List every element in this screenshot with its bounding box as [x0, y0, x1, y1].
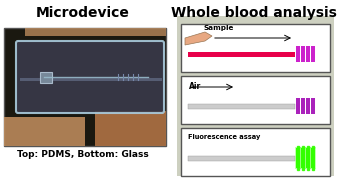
Bar [311, 46, 315, 62]
Bar [295, 147, 301, 169]
Bar [306, 98, 310, 114]
Polygon shape [4, 117, 85, 146]
Bar [306, 148, 310, 168]
Bar [188, 156, 295, 161]
Polygon shape [185, 32, 212, 45]
Bar [177, 16, 334, 176]
Bar [301, 46, 305, 62]
Text: Microdevice: Microdevice [36, 6, 130, 20]
Text: Air: Air [189, 82, 201, 91]
Bar [296, 46, 300, 62]
Text: Top: PDMS, Bottom: Glass: Top: PDMS, Bottom: Glass [17, 150, 149, 159]
Bar [305, 147, 311, 169]
Bar [181, 128, 330, 176]
Bar [300, 147, 306, 169]
Text: Whole blood analysis: Whole blood analysis [171, 6, 337, 20]
Bar [296, 148, 300, 168]
Bar [301, 148, 305, 168]
Bar [296, 98, 300, 114]
Bar [20, 78, 162, 81]
Bar [301, 98, 305, 114]
FancyBboxPatch shape [16, 41, 164, 113]
Bar [4, 28, 166, 146]
Text: Fluorescence assay: Fluorescence assay [188, 134, 260, 140]
FancyBboxPatch shape [40, 71, 51, 83]
Bar [311, 148, 315, 168]
Bar [181, 76, 330, 124]
Bar [188, 104, 295, 109]
Text: Sample: Sample [203, 25, 233, 31]
Bar [310, 147, 316, 169]
Bar [181, 24, 330, 72]
Polygon shape [25, 28, 166, 36]
Bar [306, 46, 310, 62]
Polygon shape [95, 111, 166, 146]
Bar [311, 98, 315, 114]
Bar [188, 52, 295, 57]
